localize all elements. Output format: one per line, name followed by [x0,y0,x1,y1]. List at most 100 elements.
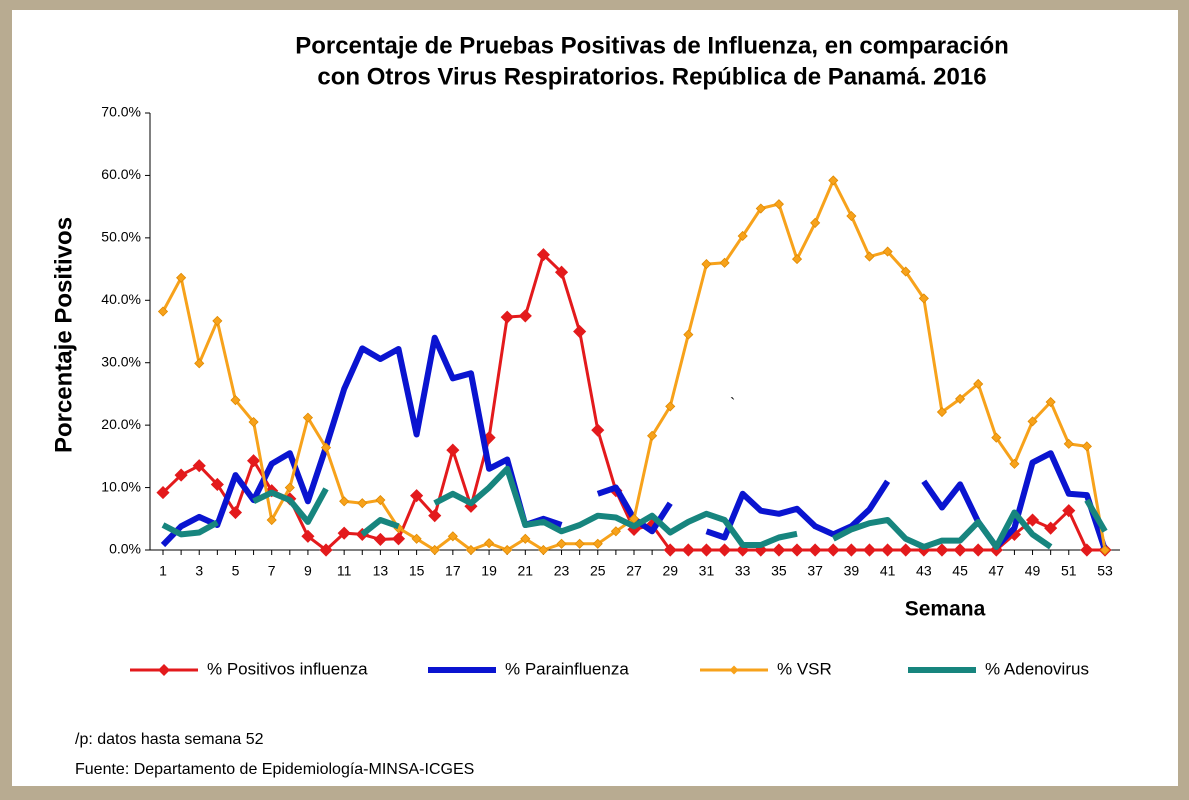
x-tick-label: 43 [916,563,932,579]
marker [681,543,695,557]
marker [701,259,712,270]
marker [844,543,858,557]
x-tick-label: 1 [159,563,167,579]
marker [882,246,893,257]
marker [320,442,332,453]
marker [1027,416,1038,427]
marker [772,543,786,557]
marker [864,251,875,262]
y-tick-label: 50.0% [101,229,141,245]
marker [881,543,895,557]
marker [810,217,821,228]
marker [900,266,911,277]
y-tick-label: 30.0% [101,353,141,369]
marker [573,324,587,339]
x-tick-label: 39 [844,563,860,579]
legend-label: % Positivos influenza [207,659,368,678]
marker [737,230,748,242]
x-tick-label: 41 [880,563,896,579]
marker [428,509,442,523]
x-tick-label: 13 [373,563,389,579]
marker [936,406,948,418]
x-tick-label: 35 [771,563,787,579]
marker [247,454,261,468]
x-tick-label: 49 [1025,563,1041,579]
marker [536,248,550,262]
marker [1044,521,1058,535]
marker [391,532,406,546]
marker [212,315,223,326]
marker [284,482,295,493]
marker [862,543,877,557]
marker [446,443,460,457]
marker [210,477,224,492]
marker [156,486,170,500]
y-tick-label: 40.0% [101,291,141,307]
marker [973,378,984,390]
marker [918,293,929,304]
marker [228,505,243,520]
x-tick-label: 27 [626,563,642,579]
legend-label: % Parainfluenza [505,659,629,678]
series-line [161,465,1108,550]
marker [556,538,567,549]
y-tick-label: 60.0% [101,166,141,182]
marker [174,468,188,482]
marker [157,306,169,317]
marker [755,203,766,214]
marker [610,526,621,537]
marker [935,543,949,557]
x-tick-label: 3 [195,563,203,579]
marker [1045,396,1056,408]
marker [518,309,532,323]
marker [1080,543,1094,557]
marker [411,533,422,544]
annotation: ` [730,396,735,413]
marker [1062,504,1076,518]
marker [520,533,531,544]
x-tick-label: 47 [989,563,1005,579]
marker [248,416,259,428]
marker [1099,544,1111,556]
x-tick-label: 31 [699,563,715,579]
marker [176,272,187,283]
y-tick-label: 10.0% [101,478,141,494]
x-tick-label: 11 [337,563,352,579]
marker [971,543,985,557]
x-tick-label: 15 [409,563,425,579]
legend-label: % Adenovirus [985,659,1089,678]
marker [230,395,241,406]
marker [790,543,804,557]
legend-marker [158,664,170,676]
marker [538,544,549,556]
marker [319,543,333,557]
note: /p: datos hasta semana 52 [75,731,264,748]
x-tick-label: 45 [952,563,968,579]
marker [465,544,477,556]
marker [484,538,495,549]
x-tick-label: 21 [518,563,534,579]
marker [301,529,315,543]
marker [410,489,424,503]
marker [574,538,585,549]
marker [592,538,603,549]
marker [302,412,313,423]
marker [447,531,458,542]
marker [663,543,677,557]
marker [719,257,730,268]
note: Fuente: Departamento de Epidemiología-MI… [75,761,474,778]
marker [337,526,351,540]
chart-title: con Otros Virus Respiratorios. República… [317,63,986,90]
y-axis-label: Porcentaje Positivos [50,217,77,453]
y-tick-label: 20.0% [101,416,141,432]
chart-title: Porcentaje de Pruebas Positivas de Influ… [295,32,1009,59]
marker [429,544,440,556]
marker [899,543,913,557]
x-tick-label: 19 [481,563,497,579]
x-tick-label: 5 [232,563,240,579]
x-axis-label: Semana [905,598,986,621]
marker [808,543,822,557]
x-tick-label: 9 [304,563,312,579]
marker [192,459,206,473]
